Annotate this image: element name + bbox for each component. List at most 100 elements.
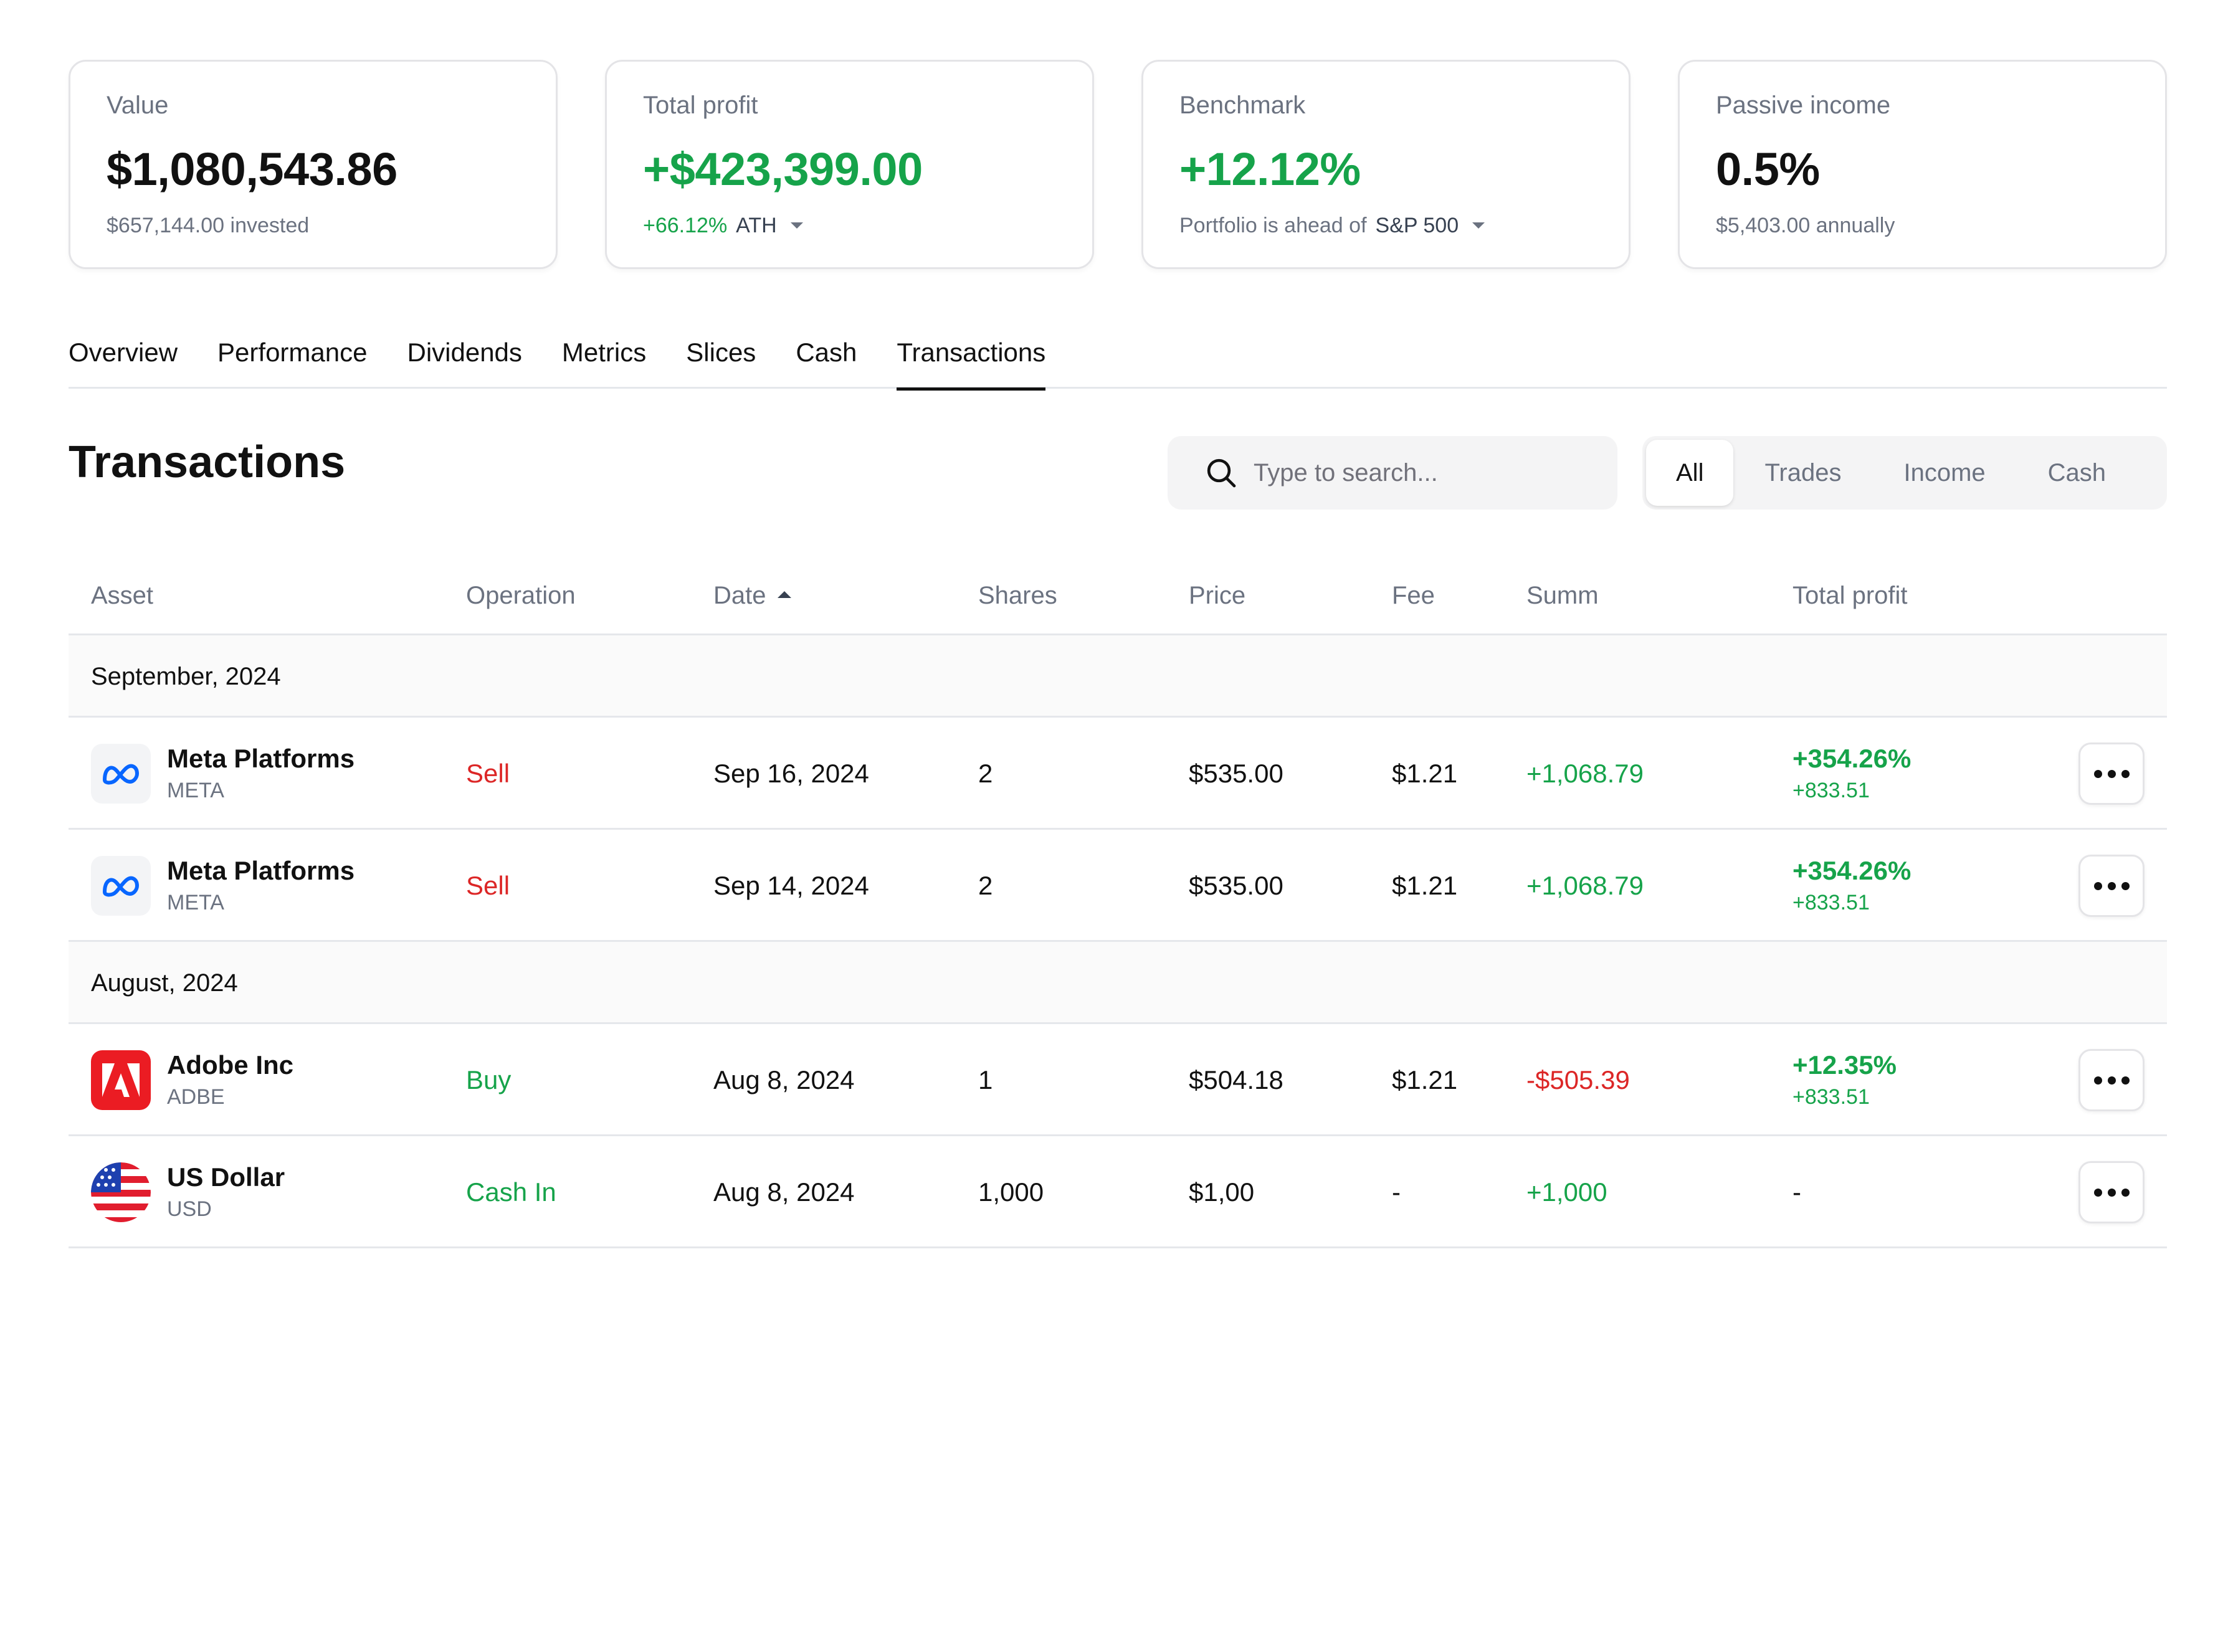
table-row[interactable]: Meta Platforms META Sell Sep 16, 2024 2 … (69, 718, 2167, 830)
total-profit-percent: +354.26% (1792, 856, 1911, 886)
total-profit-percent: +354.26% (1792, 744, 1911, 774)
passive-income-card: Passive income 0.5% $5,403.00 annually (1678, 60, 2167, 269)
fee: $1.21 (1392, 759, 1458, 788)
total-profit-percent: - (1792, 1177, 1801, 1207)
more-icon (2121, 769, 2130, 778)
fee: - (1392, 1177, 1401, 1207)
more-icon (2093, 1188, 2102, 1197)
search-input[interactable] (1254, 458, 1602, 487)
page-title: Transactions (69, 437, 346, 487)
passive-income-label: Passive income (1716, 92, 1891, 119)
more-icon (2107, 769, 2116, 778)
total-profit-amount: +833.51 (1792, 890, 1870, 914)
stat-cards: Value $1,080,543.86 $657,144.00 invested… (69, 60, 2167, 269)
group-header: September, 2024 (69, 635, 2167, 718)
more-icon (2107, 881, 2116, 890)
column-header-date[interactable]: Date (713, 556, 791, 635)
row-actions-button[interactable] (2078, 1049, 2145, 1111)
benchmark-amount: +12.12% (1179, 143, 1361, 195)
column-header-total-profit[interactable]: Total profit (1792, 582, 1908, 609)
column-header-operation[interactable]: Operation (466, 582, 576, 609)
filter-cash[interactable]: Cash (2047, 459, 2107, 487)
table-row[interactable]: US Dollar USD Cash In Aug 8, 2024 1,000 … (69, 1136, 2167, 1248)
total-profit-amount: +833.51 (1792, 1085, 1870, 1109)
column-header-price[interactable]: Price (1189, 582, 1246, 609)
value-card-invested: $657,144.00 invested (107, 214, 310, 237)
summ: -$505.39 (1526, 1065, 1630, 1094)
value-card-amount: $1,080,543.86 (107, 143, 398, 195)
filter-income[interactable]: Income (1903, 459, 1986, 487)
search-icon (1207, 458, 1236, 488)
meta-logo-icon (91, 856, 151, 916)
column-header-date-label: Date (713, 582, 766, 609)
portfolio-tabs: Overview Performance Dividends Metrics S… (69, 324, 2167, 391)
benchmark-index-dropdown[interactable]: S&P 500 (1376, 215, 1485, 236)
passive-income-annual: $5,403.00 annually (1716, 214, 1895, 237)
search-box[interactable] (1168, 436, 1617, 510)
chevron-down-icon (790, 222, 803, 229)
operation: Cash In (466, 1177, 556, 1207)
date: Sep 16, 2024 (713, 759, 869, 788)
asset-ticker: META (167, 890, 224, 914)
fee: $1.21 (1392, 871, 1458, 900)
price: $535.00 (1189, 759, 1283, 788)
price: $1,00 (1189, 1177, 1255, 1207)
summ: +1,000 (1526, 1177, 1607, 1207)
row-actions-button[interactable] (2078, 743, 2145, 805)
tab-overview[interactable]: Overview (69, 338, 178, 367)
chevron-down-icon (1472, 222, 1485, 229)
total-profit-percent: +12.35% (1792, 1050, 1897, 1080)
shares: 2 (978, 759, 993, 788)
total-profit-amount: +833.51 (1792, 778, 1870, 802)
row-actions-button[interactable] (2078, 855, 2145, 917)
shares: 1,000 (978, 1177, 1044, 1207)
table-header: Asset Operation Date Shares Price Fee Su… (69, 556, 2167, 635)
tab-slices[interactable]: Slices (686, 338, 756, 367)
price: $504.18 (1189, 1065, 1283, 1094)
tab-dividends[interactable]: Dividends (407, 338, 522, 367)
transactions-table: Asset Operation Date Shares Price Fee Su… (69, 556, 2167, 1248)
column-header-asset[interactable]: Asset (91, 582, 154, 609)
transaction-filter: All Trades Income Cash (1642, 436, 2167, 510)
column-header-fee[interactable]: Fee (1392, 582, 1435, 609)
more-icon (2093, 769, 2102, 778)
fee: $1.21 (1392, 1065, 1458, 1094)
filter-trades[interactable]: Trades (1764, 459, 1842, 487)
tab-performance[interactable]: Performance (217, 338, 368, 367)
benchmark-description: Portfolio is ahead of (1179, 214, 1367, 237)
us-flag-icon (91, 1162, 151, 1222)
more-icon (2107, 1188, 2116, 1197)
benchmark-label: Benchmark (1179, 92, 1306, 119)
profit-period-dropdown[interactable]: +66.12% ATH (643, 215, 1056, 236)
shares: 1 (978, 1065, 993, 1094)
tab-cash[interactable]: Cash (796, 338, 857, 367)
operation: Sell (466, 871, 510, 900)
column-header-summ[interactable]: Summ (1526, 582, 1599, 609)
meta-logo-icon (91, 744, 151, 804)
asset-name: Meta Platforms (167, 744, 355, 774)
value-card-label: Value (107, 92, 169, 119)
passive-income-amount: 0.5% (1716, 143, 1820, 195)
column-header-shares[interactable]: Shares (978, 582, 1057, 609)
tab-transactions[interactable]: Transactions (897, 324, 1045, 391)
benchmark-index-label: S&P 500 (1375, 214, 1459, 237)
table-row[interactable]: Meta Platforms META Sell Sep 14, 2024 2 … (69, 830, 2167, 942)
more-icon (2093, 881, 2102, 890)
asset-ticker: META (167, 778, 224, 802)
sort-ascending-icon (777, 591, 791, 598)
more-icon (2121, 1076, 2130, 1085)
total-profit-label: Total profit (643, 92, 758, 119)
asset-ticker: USD (167, 1197, 212, 1221)
asset-name: US Dollar (167, 1162, 285, 1192)
summ: +1,068.79 (1526, 871, 1644, 900)
profit-period-label: ATH (736, 214, 777, 237)
table-row[interactable]: Adobe Inc ADBE Buy Aug 8, 2024 1 $504.18… (69, 1024, 2167, 1136)
total-profit-amount: +$423,399.00 (643, 143, 923, 195)
adobe-logo-icon (91, 1050, 151, 1110)
asset-name: Adobe Inc (167, 1050, 294, 1080)
total-profit-percent: +66.12% (643, 214, 728, 237)
tab-metrics[interactable]: Metrics (561, 338, 647, 367)
row-actions-button[interactable] (2078, 1161, 2145, 1223)
operation: Sell (466, 759, 510, 788)
filter-all[interactable]: All (1646, 440, 1734, 506)
